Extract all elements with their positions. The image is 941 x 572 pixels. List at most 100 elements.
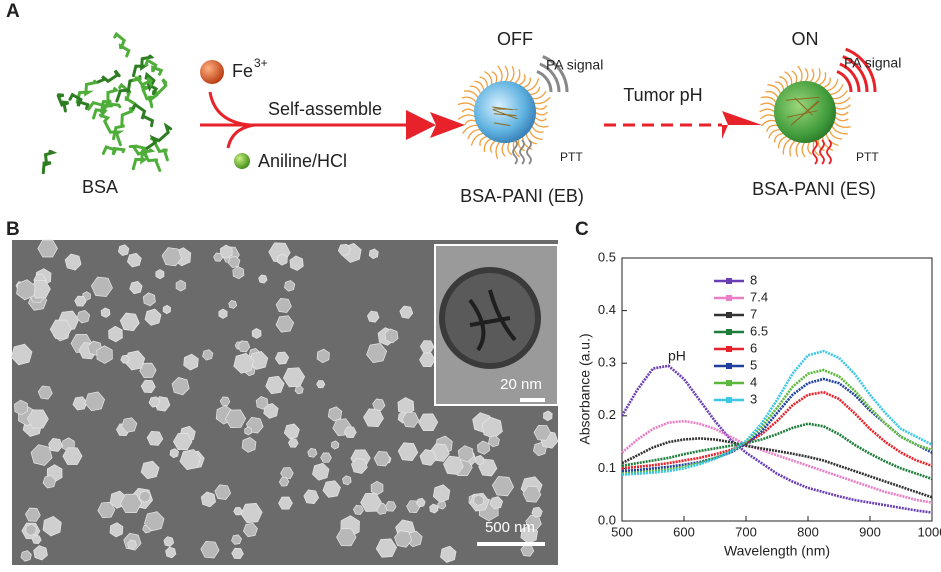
ligand (765, 90, 779, 99)
sem-particle (366, 343, 388, 363)
sem-particle (278, 477, 290, 487)
sem-particle (360, 492, 382, 512)
ligand (826, 78, 839, 92)
arrow-head (722, 111, 762, 139)
sem-particle (289, 255, 304, 271)
sem-particle (119, 312, 140, 332)
scale-label: 500 nm (485, 519, 535, 536)
sem-particle (367, 310, 380, 323)
chain (785, 96, 820, 101)
series-line (620, 364, 933, 514)
sem-particle (489, 496, 503, 510)
label: BSA (82, 177, 118, 197)
sem-particle (474, 455, 485, 466)
sem-particle (37, 239, 58, 258)
panel-b: B 20 nm 500 nm (6, 219, 559, 565)
y-tick-label: 0.4 (598, 302, 616, 317)
sem-particle (219, 396, 231, 407)
sem-particle (384, 328, 399, 344)
sem-particle (278, 496, 293, 510)
ptt-arrow (812, 139, 818, 165)
sem-particle (231, 547, 244, 560)
sem-particle (214, 484, 232, 500)
ligand (804, 67, 809, 83)
ptt-arrow (819, 139, 825, 165)
sem-particle (74, 295, 87, 307)
y-tick-label: 0.1 (598, 460, 616, 475)
sem-particle (127, 252, 142, 268)
sem-particle (384, 501, 397, 512)
sem-particle (144, 511, 165, 532)
helix (113, 31, 131, 58)
ligand (760, 119, 777, 127)
sem-particle (522, 485, 542, 503)
helix (98, 113, 125, 147)
ligand (457, 114, 476, 120)
sem-particle (84, 391, 105, 412)
ligand (797, 65, 803, 83)
ligand (821, 136, 834, 152)
ligand (759, 114, 776, 120)
sem-particle (97, 501, 116, 519)
ligand (828, 129, 843, 140)
sem-particle (146, 430, 164, 446)
ligand (779, 75, 789, 88)
sem-particle (294, 385, 304, 395)
label: PTT (856, 150, 879, 164)
sem-particle (48, 438, 63, 452)
ligand (497, 65, 503, 83)
sem-particle (457, 445, 474, 463)
ligand (534, 116, 547, 122)
sem-particle (287, 438, 299, 448)
ligand (479, 135, 488, 147)
sem-particle (142, 292, 156, 307)
sem-particle (232, 266, 245, 280)
y-tick-label: 0.0 (598, 512, 616, 527)
ligand (777, 135, 788, 149)
signal-wave (839, 62, 861, 93)
series-line (621, 437, 933, 499)
ligand (531, 90, 547, 100)
tem-fold (468, 289, 517, 352)
sem-particle (373, 451, 391, 467)
y-tick-label: 0.2 (598, 407, 616, 422)
ligand (483, 138, 492, 153)
helix (101, 145, 126, 156)
ligand (467, 128, 481, 140)
aniline-sphere (234, 153, 250, 169)
ligand (782, 138, 792, 155)
ligand (534, 105, 548, 110)
nanoparticle (759, 47, 877, 165)
ligand (484, 70, 493, 86)
sem-particle (108, 325, 123, 343)
legend-label: 6.5 (750, 323, 768, 338)
sem-particle (276, 253, 288, 266)
ligand (801, 141, 806, 158)
ligand (489, 140, 497, 153)
legend-label: 6 (750, 340, 757, 355)
sem-particle (179, 449, 202, 470)
sem-particle (437, 500, 447, 510)
helix (87, 100, 122, 111)
sem-particle (90, 276, 113, 297)
label: 3+ (254, 56, 268, 70)
label: PA signal (546, 57, 603, 73)
sem-particle (64, 253, 82, 271)
core (474, 81, 536, 143)
label: PTT (560, 150, 583, 164)
sem-particle (224, 409, 247, 429)
sem-particle (31, 534, 42, 545)
sem-particle (37, 385, 53, 400)
helix (95, 69, 121, 84)
sem-particle (140, 460, 160, 480)
series-line (621, 368, 933, 475)
sem-particle (49, 319, 72, 339)
ligand (531, 125, 544, 133)
ligand (822, 77, 831, 89)
y-tick-label: 0.5 (598, 249, 616, 264)
plot-frame (621, 257, 933, 522)
sem-particle (233, 507, 243, 516)
chain (786, 110, 818, 118)
sem-particle (228, 255, 241, 268)
